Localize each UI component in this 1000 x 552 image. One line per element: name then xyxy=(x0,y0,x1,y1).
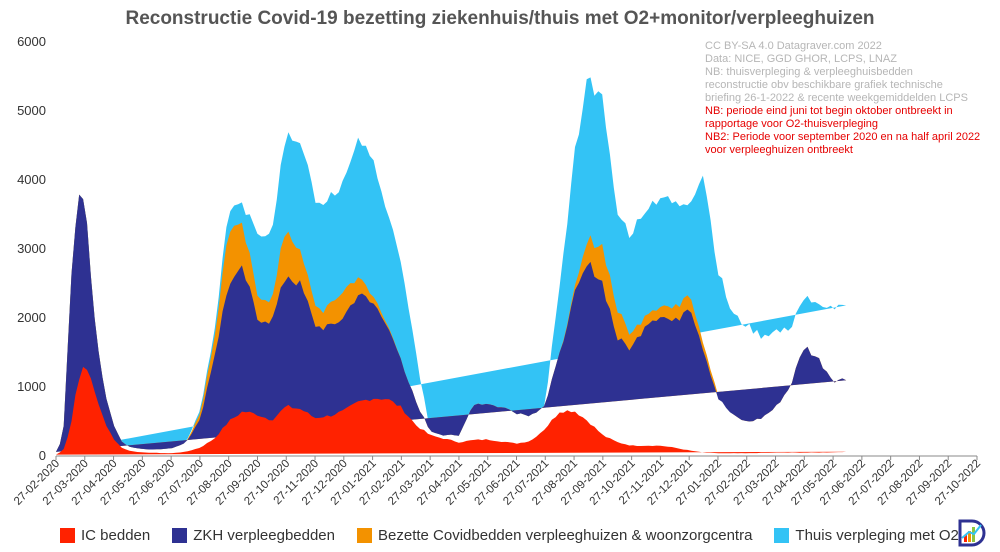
legend-item: ZKH verpleegbedden xyxy=(172,527,335,544)
x-axis: 27-02-202027-03-202027-04-202027-05-2020… xyxy=(12,455,983,508)
note-line: briefing 26-1-2022 & recente weekgemidde… xyxy=(705,92,968,104)
legend-item: Thuis verpleging met O2 xyxy=(774,526,959,544)
stacked-areas xyxy=(56,77,847,455)
y-axis: 0 1000 2000 3000 4000 5000 6000 xyxy=(17,34,46,463)
legend-item: Bezette Covidbedden verpleeghuizen & woo… xyxy=(357,527,752,544)
note-line-warning: rapportage voor O2-thuisverpleging xyxy=(705,118,879,130)
legend-swatch xyxy=(60,527,75,543)
y-tick-label: 4000 xyxy=(17,172,46,187)
y-tick-label: 1000 xyxy=(17,379,46,394)
legend-label: IC bedden xyxy=(81,526,151,544)
chart-title: Reconstructie Covid-19 bezetting ziekenh… xyxy=(125,8,875,29)
chart-notes: CC BY-SA 4.0 Datagraver.com 2022 Data: N… xyxy=(705,40,980,157)
area-series-ic-bedden xyxy=(56,366,847,455)
chart-legend: IC bedden ZKH verpleegbedden Bezette Cov… xyxy=(60,524,981,546)
legend-label: Bezette Covidbedden verpleeghuizen & woo… xyxy=(378,526,753,544)
legend-label: Thuis verpleging met O2 xyxy=(795,526,959,544)
note-line-warning: NB2: Periode voor september 2020 en na h… xyxy=(705,131,981,143)
y-tick-label: 6000 xyxy=(17,34,46,49)
y-tick-label: 0 xyxy=(39,448,46,463)
legend-swatch xyxy=(774,527,790,543)
y-tick-label: 5000 xyxy=(17,103,46,118)
y-tick-label: 3000 xyxy=(17,241,46,256)
datagraver-logo-icon xyxy=(958,519,986,547)
y-tick-label: 2000 xyxy=(17,310,46,325)
note-line-warning: voor verpleeghuizen ontbreekt xyxy=(705,144,853,156)
note-line: CC BY-SA 4.0 Datagraver.com 2022 xyxy=(705,40,882,52)
legend-swatch xyxy=(357,527,372,543)
note-line: Data: NICE, GGD GHOR, LCPS, LNAZ xyxy=(705,53,897,65)
legend-item: IC bedden xyxy=(60,527,150,544)
legend-label: ZKH verpleegbedden xyxy=(193,526,335,544)
note-line: NB: thuisverpleging & verpleeghuisbedden xyxy=(705,66,913,78)
note-line: reconstructie obv beschikbare grafiek te… xyxy=(705,79,943,91)
legend-swatch xyxy=(172,527,188,543)
note-line-warning: NB: periode eind juni tot begin oktober … xyxy=(705,105,953,117)
area-series-zkh-verpleegbedden xyxy=(56,194,847,452)
